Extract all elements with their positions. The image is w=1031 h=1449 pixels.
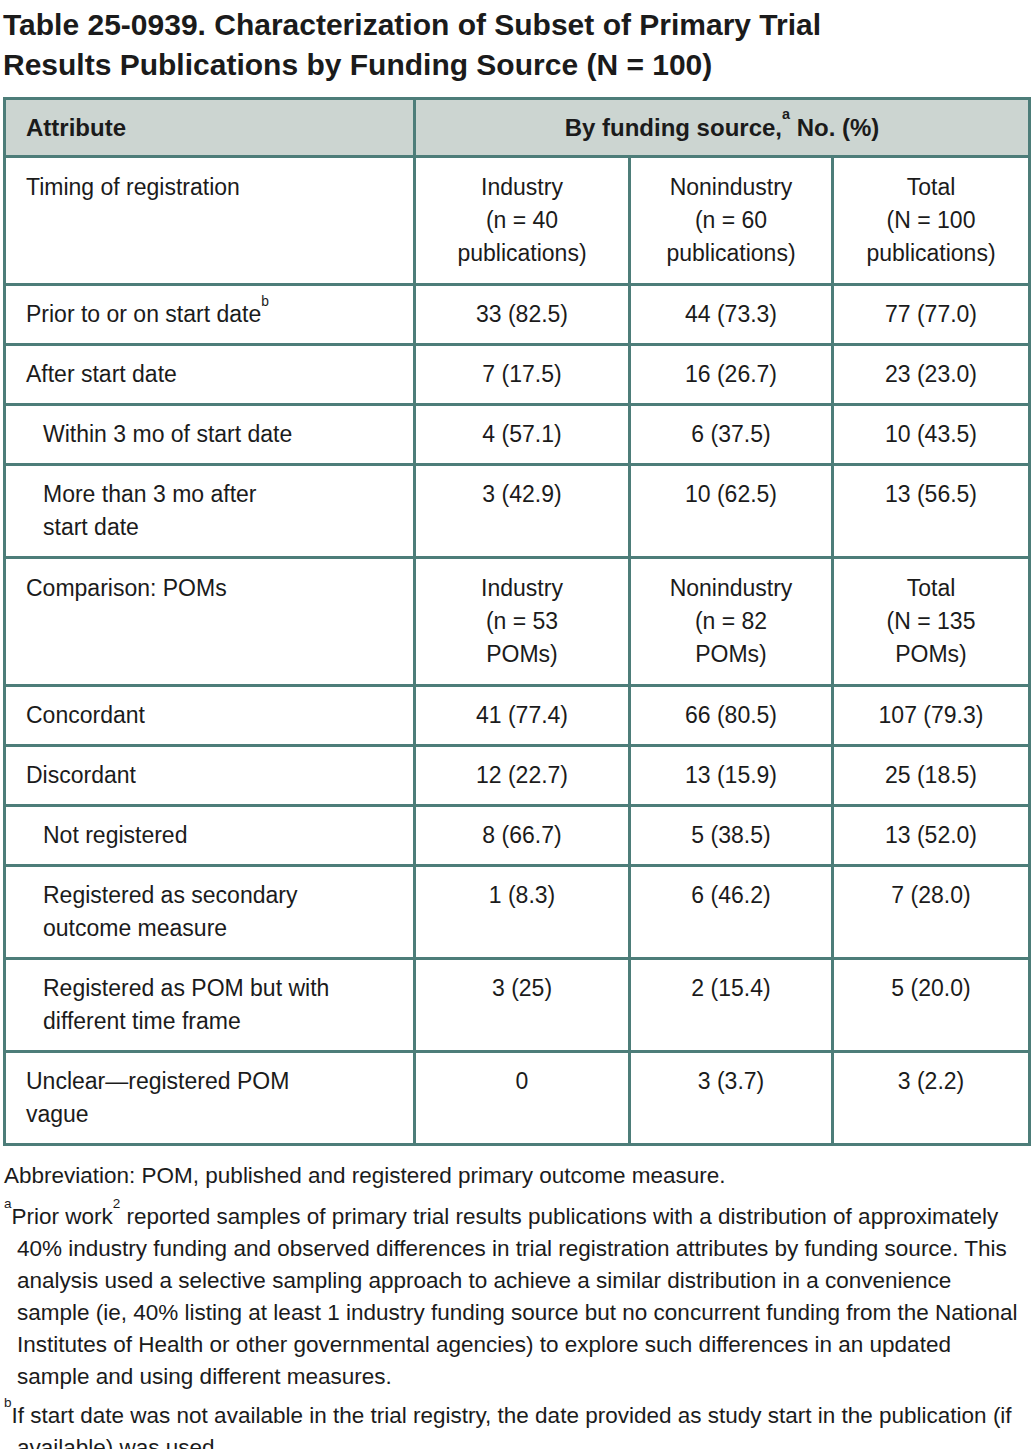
value-cell: 3 (25) [415,959,630,1052]
value-cell: 23 (23.0) [833,345,1030,405]
value-cell: 6 (37.5) [630,405,833,465]
row-label: Discordant [5,746,415,806]
row-label: Not registered [5,806,415,866]
section-label: Comparison: POMs [5,558,415,686]
table-row: Within 3 mo of start date 4 (57.1) 6 (37… [5,405,1030,465]
table-row: Registered as secondary outcome measure … [5,866,1030,959]
table-header-row: Attribute By funding source,a No. (%) [5,99,1030,157]
value-cell: 41 (77.4) [415,686,630,746]
footnote-b: bIf start date was not available in the … [4,1400,1029,1449]
table-row: Unclear—registered POM vague 0 3 (3.7) 3… [5,1052,1030,1145]
value-cell: 5 (38.5) [630,806,833,866]
table-title: Table 25-0939. Characterization of Subse… [3,5,1029,85]
footnote-a-marker: a [4,1196,12,1211]
table-row: Not registered 8 (66.7) 5 (38.5) 13 (52.… [5,806,1030,866]
column-subheader-nonindustry: Nonindustry (n = 60 publications) [630,157,833,285]
value-cell: 13 (15.9) [630,746,833,806]
value-cell: 16 (26.7) [630,345,833,405]
table-footnotes: Abbreviation: POM, published and registe… [3,1160,1029,1449]
value-cell: 25 (18.5) [833,746,1030,806]
funding-source-header-rest: No. (%) [790,114,879,141]
value-cell: 44 (73.3) [630,285,833,345]
value-cell: 3 (3.7) [630,1052,833,1145]
table-row: Discordant 12 (22.7) 13 (15.9) 25 (18.5) [5,746,1030,806]
value-cell: 6 (46.2) [630,866,833,959]
table-row: Registered as POM but with different tim… [5,959,1030,1052]
footnote-b-text: If start date was not available in the t… [12,1403,1012,1449]
table-row: Concordant 41 (77.4) 66 (80.5) 107 (79.3… [5,686,1030,746]
attribute-column-header: Attribute [5,99,415,157]
table-row: Prior to or on start dateb 33 (82.5) 44 … [5,285,1030,345]
value-cell: 3 (42.9) [415,465,630,558]
footnote-a: aPrior work2 reported samples of primary… [4,1201,1029,1393]
column-subheader-total: Total (N = 100 publications) [833,157,1030,285]
column-subheader-total: Total (N = 135 POMs) [833,558,1030,686]
row-label: Registered as POM but with different tim… [5,959,415,1052]
section-label: Timing of registration [5,157,415,285]
value-cell: 1 (8.3) [415,866,630,959]
row-label: Registered as secondary outcome measure [5,866,415,959]
reference-2-superscript: 2 [113,1196,121,1211]
results-table: Attribute By funding source,a No. (%) Ti… [3,97,1031,1146]
value-cell: 5 (20.0) [833,959,1030,1052]
value-cell: 3 (2.2) [833,1052,1030,1145]
value-cell: 7 (28.0) [833,866,1030,959]
section-row-timing: Timing of registration Industry (n = 40 … [5,157,1030,285]
column-subheader-industry: Industry (n = 40 publications) [415,157,630,285]
footnote-a-marker-sup: a [782,106,790,122]
abbreviation-note: Abbreviation: POM, published and registe… [4,1160,1029,1192]
value-cell: 2 (15.4) [630,959,833,1052]
value-cell: 4 (57.1) [415,405,630,465]
value-cell: 107 (79.3) [833,686,1030,746]
row-label: Prior to or on start dateb [5,285,415,345]
footnote-b-marker: b [4,1395,12,1410]
value-cell: 10 (43.5) [833,405,1030,465]
table-row: After start date 7 (17.5) 16 (26.7) 23 (… [5,345,1030,405]
footnote-a-text: Prior work [12,1204,113,1229]
table-row: More than 3 mo after start date 3 (42.9)… [5,465,1030,558]
value-cell: 0 [415,1052,630,1145]
row-label: After start date [5,345,415,405]
value-cell: 13 (56.5) [833,465,1030,558]
footnote-b-marker-sup: b [261,294,269,309]
value-cell: 66 (80.5) [630,686,833,746]
column-subheader-industry: Industry (n = 53 POMs) [415,558,630,686]
funding-source-column-header: By funding source,a No. (%) [415,99,1030,157]
row-label: Within 3 mo of start date [5,405,415,465]
value-cell: 12 (22.7) [415,746,630,806]
footnote-a-text-continued: reported samples of primary trial result… [17,1204,1018,1389]
row-label: More than 3 mo after start date [5,465,415,558]
document-page: Table 25-0939. Characterization of Subse… [0,0,1031,1449]
row-label: Unclear—registered POM vague [5,1052,415,1145]
row-label-text: Prior to or on start date [26,301,261,327]
row-label: Concordant [5,686,415,746]
column-subheader-nonindustry: Nonindustry (n = 82 POMs) [630,558,833,686]
value-cell: 10 (62.5) [630,465,833,558]
value-cell: 7 (17.5) [415,345,630,405]
funding-source-header-text: By funding source, [565,114,782,141]
section-row-comparison: Comparison: POMs Industry (n = 53 POMs) … [5,558,1030,686]
value-cell: 33 (82.5) [415,285,630,345]
value-cell: 77 (77.0) [833,285,1030,345]
value-cell: 8 (66.7) [415,806,630,866]
value-cell: 13 (52.0) [833,806,1030,866]
